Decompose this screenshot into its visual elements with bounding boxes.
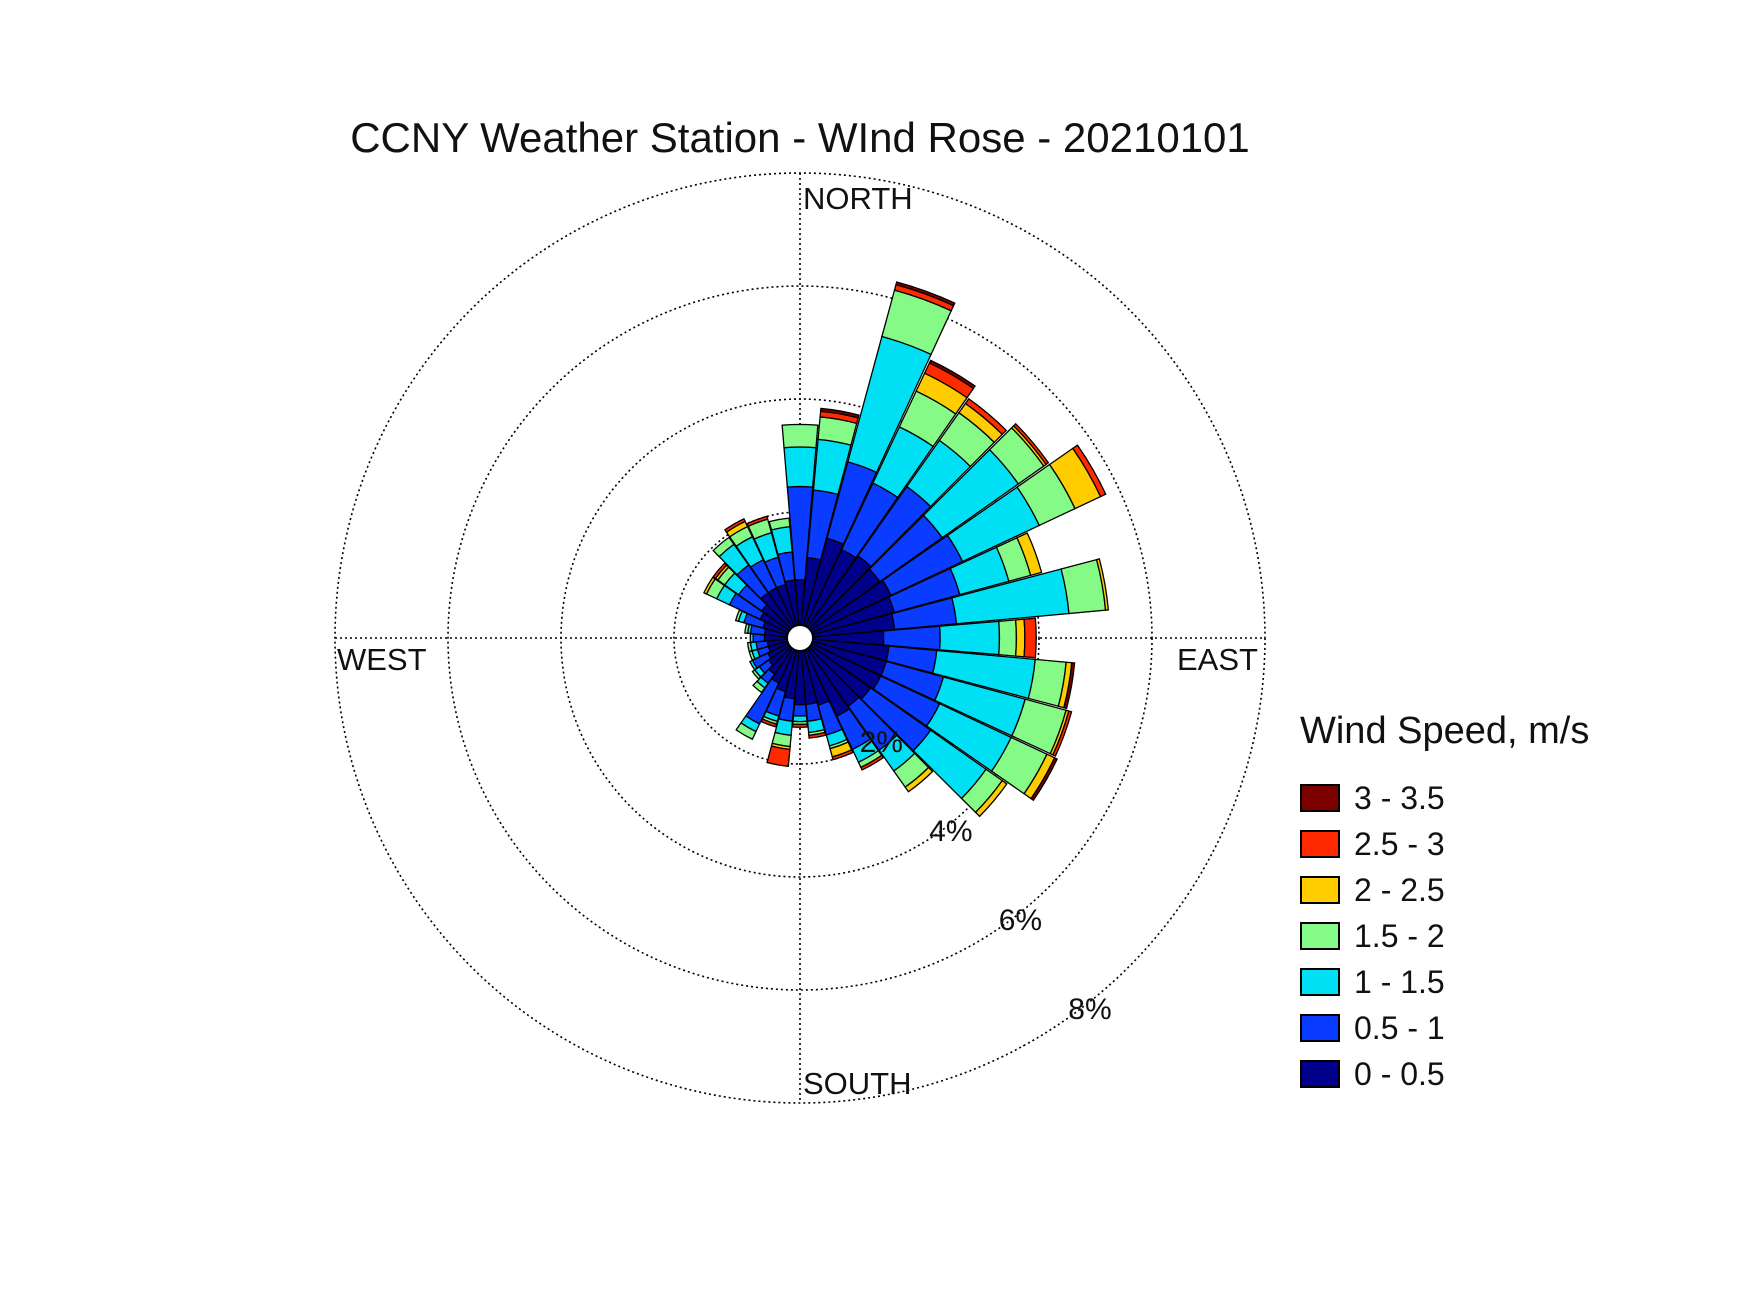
radial-tick-label-2: 2% (860, 726, 903, 759)
legend-label: 3 - 3.5 (1354, 779, 1445, 816)
radial-tick-label-4: 4% (929, 815, 972, 848)
sector-60-bin-5 (1071, 444, 1107, 498)
legend-label: 0 - 0.5 (1354, 1055, 1445, 1092)
direction-label-east: EAST (1177, 642, 1258, 677)
sector-90-bin-3 (998, 619, 1018, 657)
legend-item: 0 - 0.5 (1300, 1051, 1589, 1097)
sector-230-bin-3 (751, 669, 762, 680)
legend-swatch (1300, 784, 1340, 812)
center-hole (786, 624, 814, 652)
legend-label: 0.5 - 1 (1354, 1009, 1445, 1046)
sector-160-bin-5 (831, 748, 854, 761)
legend-swatch (1300, 830, 1340, 858)
direction-label-west: WEST (337, 642, 427, 677)
sector-150-bin-5 (860, 754, 885, 771)
sector-0-bin-2 (783, 446, 817, 488)
legend-label: 2 - 2.5 (1354, 871, 1445, 908)
sector-40-bin-5 (964, 397, 1008, 436)
sector-100-bin-6 (1063, 662, 1076, 710)
sector-170-bin-5 (808, 731, 827, 739)
sector-220-bin-3 (752, 680, 766, 694)
sector-90-bin-2 (938, 620, 1001, 656)
legend-item: 2.5 - 3 (1300, 821, 1589, 867)
sector-180-bin-2 (792, 714, 808, 723)
direction-label-south: SOUTH (803, 1066, 912, 1101)
radial-tick-label-8: 8% (1068, 993, 1111, 1026)
sector-30-bin-6 (928, 359, 976, 390)
sector-300-bin-4 (703, 576, 716, 595)
sector-120-bin-6 (1030, 756, 1059, 802)
sector-90-bin-5 (1023, 617, 1037, 659)
sector-240-bin-2 (749, 659, 758, 671)
legend-item: 0.5 - 1 (1300, 1005, 1589, 1051)
legend-swatch (1300, 968, 1340, 996)
sector-130-bin-4 (974, 779, 1008, 818)
legend-item: 3 - 3.5 (1300, 775, 1589, 821)
direction-label-north: NORTH (803, 181, 913, 216)
radial-tick-label-6: 6% (999, 904, 1042, 937)
legend-item: 2 - 2.5 (1300, 867, 1589, 913)
sector-110-bin-5 (1051, 710, 1073, 757)
legend-swatch (1300, 1060, 1340, 1088)
sector-350-bin-3 (768, 517, 791, 531)
legend-item: 1.5 - 2 (1300, 913, 1589, 959)
sector-80-bin-4 (1095, 558, 1110, 611)
legend-label: 2.5 - 3 (1354, 825, 1445, 862)
legend-title: Wind Speed, m/s (1300, 710, 1590, 752)
sector-320-bin-3 (712, 536, 735, 558)
sector-260-bin-3 (746, 641, 753, 653)
sector-340-bin-5 (746, 515, 769, 528)
legend-label: 1.5 - 2 (1354, 917, 1445, 954)
sector-330-bin-5 (723, 518, 747, 534)
legend-swatch (1300, 1014, 1340, 1042)
sector-0-bin-3 (781, 423, 819, 449)
sector-270-bin-2 (749, 633, 754, 643)
sector-10-bin-6 (819, 407, 860, 419)
legend-items: 3 - 3.5 2.5 - 3 2 - 2.5 1.5 - 2 1 - 1.5 0.5 -… (1300, 775, 1589, 1097)
radial-tick-labels: 2% 4% 6% 8% (860, 726, 1112, 1026)
legend-swatch (1300, 922, 1340, 950)
sector-210-bin-3 (735, 722, 757, 741)
legend-label: 1 - 1.5 (1354, 963, 1445, 1000)
sector-180-bin-5 (791, 723, 809, 728)
sector-310-bin-5 (712, 562, 728, 580)
sector-140-bin-4 (904, 766, 934, 793)
sector-190-bin-5 (766, 745, 791, 768)
legend: Wind Speed, m/s 3 - 3.5 2.5 - 3 2 - 2.5 1.5… (1300, 710, 1589, 1097)
wind-sectors (703, 281, 1110, 818)
sector-70-bin-4 (1016, 532, 1043, 577)
legend-item: 1 - 1.5 (1300, 959, 1589, 1005)
sector-180-bin-1 (792, 703, 808, 717)
sector-20-bin-6 (895, 281, 956, 307)
legend-swatch (1300, 876, 1340, 904)
sector-90-bin-4 (1014, 618, 1026, 658)
chart-title: CCNY Weather Station - WInd Rose - 20210… (350, 114, 1250, 161)
sector-50-bin-5 (1012, 422, 1050, 466)
